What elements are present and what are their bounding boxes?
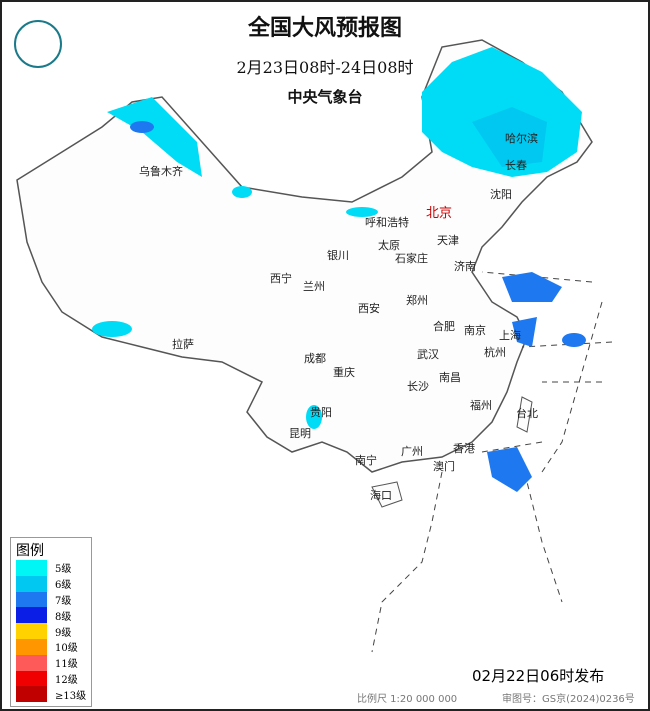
city-label: 杭州 bbox=[484, 346, 506, 359]
legend-label: 11级 bbox=[55, 659, 78, 671]
legend: 图例 5级 6级 7级 8级 9级 10级 11级 12级 ≥13级 bbox=[10, 537, 92, 707]
legend-item: 5级 bbox=[11, 560, 91, 576]
city-label: 西安 bbox=[358, 302, 380, 315]
city-label: 兰州 bbox=[303, 280, 325, 293]
legend-label: 5级 bbox=[55, 564, 72, 576]
city-label: 济南 bbox=[454, 260, 476, 273]
map-scale: 比例尺 1:20 000 000 bbox=[357, 694, 458, 705]
issue-time: 02月22日06时发布 bbox=[472, 667, 605, 685]
city-label: 福州 bbox=[470, 399, 492, 412]
city-label: 乌鲁木齐 bbox=[139, 165, 183, 178]
city-label: 武汉 bbox=[417, 348, 439, 361]
legend-swatch bbox=[16, 560, 47, 576]
city-label: 合肥 bbox=[433, 320, 455, 333]
legend-item: 10级 bbox=[11, 638, 91, 655]
city-label: 天津 bbox=[437, 234, 459, 247]
city-label: 北京 bbox=[426, 206, 453, 221]
city-label: 长沙 bbox=[407, 380, 429, 393]
legend-swatch bbox=[16, 575, 47, 592]
legend-label: ≥13级 bbox=[55, 690, 87, 702]
legend-item: 11级 bbox=[11, 654, 91, 671]
city-label: 拉萨 bbox=[172, 338, 194, 351]
legend-label: 6级 bbox=[55, 580, 72, 592]
city-label: 石家庄 bbox=[395, 252, 428, 265]
legend-item: ≥13级 bbox=[11, 686, 91, 703]
city-label: 西宁 bbox=[270, 272, 292, 285]
map-title: 全国大风预报图 bbox=[247, 16, 402, 41]
wind-areas bbox=[92, 47, 586, 492]
forecast-period: 2月23日08时-24日08时 bbox=[236, 58, 414, 77]
city-label: 澳门 bbox=[433, 460, 455, 473]
legend-label: 9级 bbox=[55, 627, 72, 639]
city-label: 南京 bbox=[464, 324, 486, 337]
legend-swatch bbox=[16, 623, 47, 639]
city-label: 沈阳 bbox=[490, 188, 512, 201]
legend-swatch bbox=[16, 686, 47, 703]
city-label: 重庆 bbox=[333, 366, 355, 379]
legend-swatch bbox=[16, 638, 47, 655]
legend-item: 6级 bbox=[11, 575, 91, 592]
city-label: 台北 bbox=[516, 407, 538, 420]
legend-label: 10级 bbox=[55, 643, 78, 655]
issuer: 中央气象台 bbox=[287, 88, 363, 106]
city-label: 郑州 bbox=[406, 294, 428, 307]
city-label: 南昌 bbox=[439, 371, 461, 384]
city-label: 南宁 bbox=[355, 454, 377, 467]
legend-swatch bbox=[16, 670, 47, 687]
city-label: 贵阳 bbox=[310, 406, 332, 419]
city-label: 昆明 bbox=[289, 427, 311, 440]
city-label: 上海 bbox=[499, 329, 521, 342]
legend-label: 8级 bbox=[55, 611, 72, 623]
legend-item: 12级 bbox=[11, 670, 91, 687]
city-label: 广州 bbox=[401, 445, 423, 458]
legend-item: 7级 bbox=[11, 591, 91, 608]
legend-item: 9级 bbox=[11, 623, 91, 639]
city-label: 太原 bbox=[378, 239, 400, 252]
city-label: 呼和浩特 bbox=[365, 216, 409, 229]
legend-label: 7级 bbox=[55, 595, 72, 607]
legend-swatch bbox=[16, 591, 47, 608]
city-label: 海口 bbox=[370, 489, 392, 502]
city-label: 成都 bbox=[304, 352, 326, 365]
legend-swatch bbox=[16, 607, 47, 624]
hainan-island bbox=[371, 481, 403, 508]
city-label: 香港 bbox=[453, 442, 475, 455]
cma-logo bbox=[14, 20, 62, 68]
city-label: 银川 bbox=[327, 249, 349, 262]
taiwan-island bbox=[516, 396, 533, 433]
city-label: 哈尔滨 bbox=[505, 132, 538, 145]
legend-item: 8级 bbox=[11, 607, 91, 624]
city-label: 长春 bbox=[505, 159, 527, 172]
legend-swatch bbox=[16, 654, 47, 671]
legend-title: 图例 bbox=[16, 543, 44, 559]
legend-label: 12级 bbox=[55, 674, 78, 686]
map-review-number: 审图号：GS京(2024)0236号 bbox=[502, 694, 635, 705]
